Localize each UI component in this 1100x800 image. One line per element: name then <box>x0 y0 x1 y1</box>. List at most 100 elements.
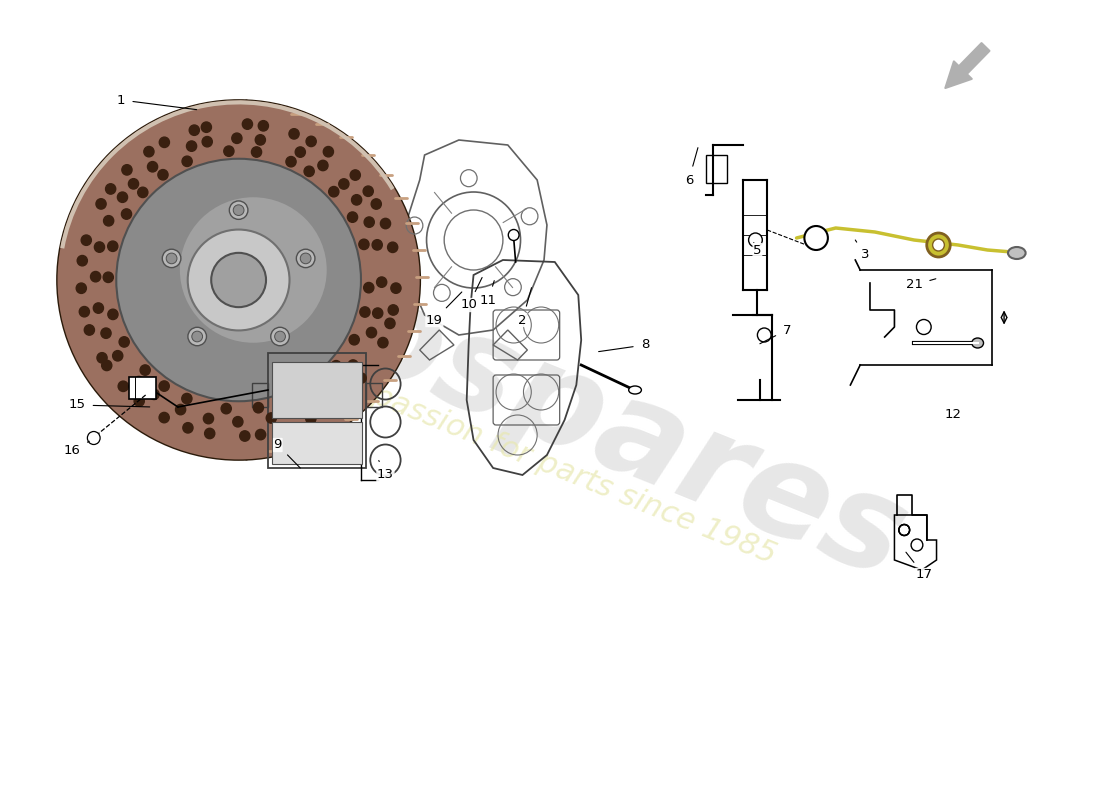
Circle shape <box>381 218 390 229</box>
Circle shape <box>385 318 395 329</box>
Circle shape <box>103 272 113 282</box>
Circle shape <box>508 230 519 241</box>
Bar <box>129 377 156 399</box>
Text: 9: 9 <box>274 438 300 468</box>
Circle shape <box>252 147 262 158</box>
Circle shape <box>916 319 931 334</box>
Circle shape <box>77 255 87 266</box>
Circle shape <box>329 186 339 197</box>
Circle shape <box>348 212 358 222</box>
Circle shape <box>118 381 129 391</box>
Circle shape <box>373 308 383 318</box>
Ellipse shape <box>163 250 180 268</box>
Bar <box>252 383 268 407</box>
Circle shape <box>933 239 945 251</box>
Circle shape <box>758 328 771 342</box>
Circle shape <box>331 361 341 371</box>
Circle shape <box>148 389 159 399</box>
Circle shape <box>108 309 118 319</box>
Ellipse shape <box>1008 247 1025 259</box>
Circle shape <box>359 239 369 250</box>
Circle shape <box>85 325 95 335</box>
Circle shape <box>112 350 123 361</box>
Ellipse shape <box>188 327 207 346</box>
Circle shape <box>176 404 186 414</box>
Circle shape <box>205 428 214 438</box>
Ellipse shape <box>229 201 248 219</box>
Ellipse shape <box>166 253 177 264</box>
Circle shape <box>183 422 192 433</box>
Text: 1: 1 <box>117 94 197 110</box>
Circle shape <box>311 378 321 389</box>
Text: 13: 13 <box>377 461 394 482</box>
Bar <box>705 155 727 183</box>
Circle shape <box>372 240 383 250</box>
Circle shape <box>103 215 113 226</box>
Ellipse shape <box>271 327 289 346</box>
Text: eurospares: eurospares <box>102 174 924 606</box>
Ellipse shape <box>971 338 983 348</box>
Ellipse shape <box>57 101 420 459</box>
Circle shape <box>223 146 234 156</box>
Circle shape <box>81 235 91 246</box>
Text: 15: 15 <box>68 398 150 411</box>
Circle shape <box>122 165 132 175</box>
Ellipse shape <box>188 230 289 330</box>
Circle shape <box>804 226 828 250</box>
Circle shape <box>266 413 276 423</box>
Ellipse shape <box>57 101 420 459</box>
Circle shape <box>320 405 331 415</box>
Text: 8: 8 <box>598 338 649 352</box>
Bar <box>268 353 366 467</box>
Circle shape <box>255 134 265 145</box>
Circle shape <box>233 417 243 427</box>
Text: a passion for parts since 1985: a passion for parts since 1985 <box>342 370 781 570</box>
Ellipse shape <box>300 253 311 264</box>
Circle shape <box>160 137 169 147</box>
Circle shape <box>160 412 169 422</box>
Circle shape <box>221 403 231 414</box>
Circle shape <box>356 373 366 383</box>
FancyArrowPatch shape <box>945 43 990 88</box>
Circle shape <box>314 393 323 403</box>
Circle shape <box>286 157 296 167</box>
Circle shape <box>323 146 333 157</box>
Text: 2: 2 <box>518 288 531 326</box>
Circle shape <box>352 194 362 205</box>
Ellipse shape <box>180 198 327 342</box>
Circle shape <box>138 187 147 198</box>
Circle shape <box>144 146 154 157</box>
Text: 3: 3 <box>856 240 869 262</box>
Text: 7: 7 <box>760 323 791 344</box>
Circle shape <box>118 192 128 202</box>
Circle shape <box>129 178 139 189</box>
Circle shape <box>364 217 374 227</box>
Circle shape <box>926 233 950 257</box>
Circle shape <box>108 241 118 251</box>
Circle shape <box>232 133 242 143</box>
Circle shape <box>101 328 111 338</box>
Circle shape <box>101 360 112 370</box>
Circle shape <box>106 184 116 194</box>
Circle shape <box>280 395 290 406</box>
Circle shape <box>360 307 370 318</box>
Circle shape <box>119 337 130 347</box>
Circle shape <box>121 209 132 219</box>
Circle shape <box>202 137 212 147</box>
Circle shape <box>349 381 359 391</box>
Text: 10: 10 <box>460 278 482 311</box>
Bar <box>272 362 362 418</box>
Circle shape <box>377 338 388 348</box>
Text: 12: 12 <box>945 409 961 422</box>
Text: 11: 11 <box>480 281 497 306</box>
Circle shape <box>306 136 316 146</box>
Bar <box>272 422 362 463</box>
Circle shape <box>134 376 144 386</box>
Circle shape <box>366 327 376 338</box>
Circle shape <box>240 431 250 442</box>
Ellipse shape <box>191 331 202 342</box>
Text: 5: 5 <box>754 242 761 257</box>
Circle shape <box>95 242 104 252</box>
Circle shape <box>349 334 360 345</box>
Text: 16: 16 <box>64 442 89 457</box>
